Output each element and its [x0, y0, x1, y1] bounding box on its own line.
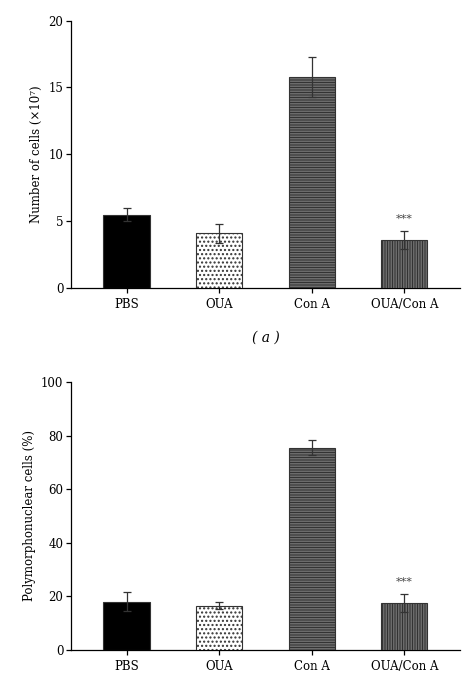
Bar	[289, 447, 335, 650]
Y-axis label: Number of cells (×10⁷): Number of cells (×10⁷)	[30, 86, 43, 223]
Y-axis label: Polymorphonuclear cells (%): Polymorphonuclear cells (%)	[23, 430, 36, 601]
Bar	[381, 240, 428, 288]
Text: ( a ): ( a )	[252, 331, 279, 345]
Text: ***: ***	[396, 214, 413, 224]
Bar	[196, 605, 242, 650]
Bar	[103, 602, 150, 650]
Bar	[196, 233, 242, 288]
Text: ***: ***	[396, 577, 413, 587]
Bar	[103, 215, 150, 288]
Bar	[381, 603, 428, 650]
Bar	[289, 77, 335, 288]
Bar	[196, 605, 242, 650]
Bar	[196, 233, 242, 288]
